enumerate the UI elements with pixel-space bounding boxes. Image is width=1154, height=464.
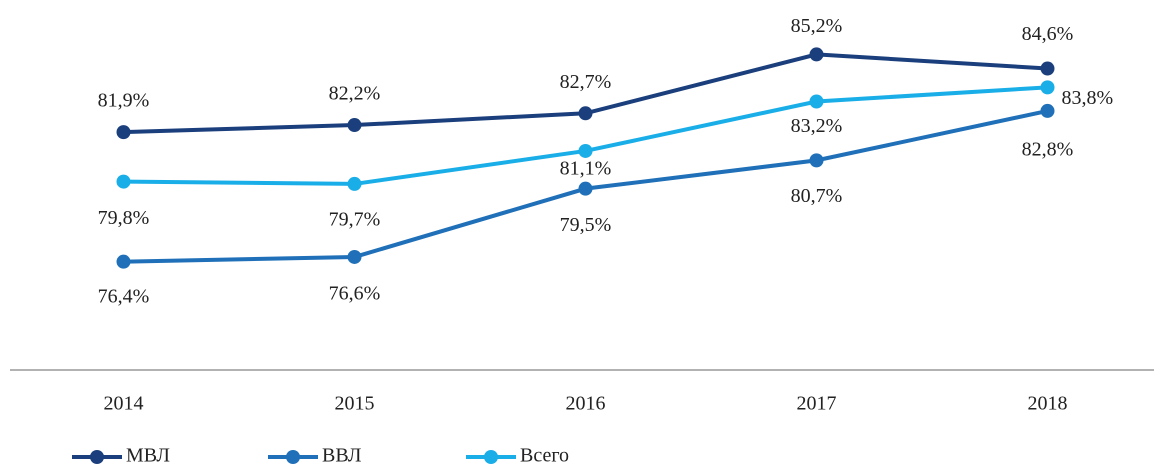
data-label: 82,7% (560, 71, 612, 93)
point (347, 118, 362, 133)
point (809, 47, 824, 62)
legend-marker (90, 450, 104, 464)
legend-label: Всего (520, 445, 569, 464)
legend-marker (484, 450, 498, 464)
data-label: 82,8% (1022, 139, 1074, 161)
point (578, 181, 593, 196)
point (347, 249, 362, 264)
legend-label: МВЛ (126, 445, 170, 464)
point (578, 106, 593, 121)
data-label: 76,6% (329, 283, 381, 305)
data-label: 80,7% (791, 185, 843, 207)
point (1040, 61, 1055, 76)
point (809, 153, 824, 168)
point (347, 176, 362, 191)
series-line (123, 52, 1048, 135)
x-tick-label: 2017 (797, 393, 837, 415)
x-tick-label: 2016 (566, 393, 606, 415)
data-label: 82,2% (329, 83, 381, 105)
x-tick-label: 2015 (335, 393, 375, 415)
data-label: 76,4% (98, 285, 150, 307)
legend-marker (286, 450, 300, 464)
point (116, 254, 131, 269)
point (116, 174, 131, 189)
point (578, 143, 593, 158)
point (1040, 80, 1055, 95)
legend-label: ВВЛ (322, 445, 361, 464)
data-label: 79,5% (560, 214, 612, 236)
point (809, 94, 824, 109)
point (116, 125, 131, 140)
x-tick-label: 2018 (1028, 393, 1068, 415)
data-label: 84,6% (1022, 23, 1074, 45)
x-tick-label: 2014 (104, 393, 144, 415)
data-label: 79,8% (98, 207, 150, 229)
data-label: 83,8% (1062, 87, 1114, 109)
data-label: 79,7% (329, 209, 381, 231)
data-label: 85,2% (791, 15, 843, 37)
data-label: 81,1% (560, 158, 612, 180)
data-label: 83,2% (791, 115, 843, 137)
data-label: 81,9% (98, 90, 150, 112)
point (1040, 103, 1055, 118)
